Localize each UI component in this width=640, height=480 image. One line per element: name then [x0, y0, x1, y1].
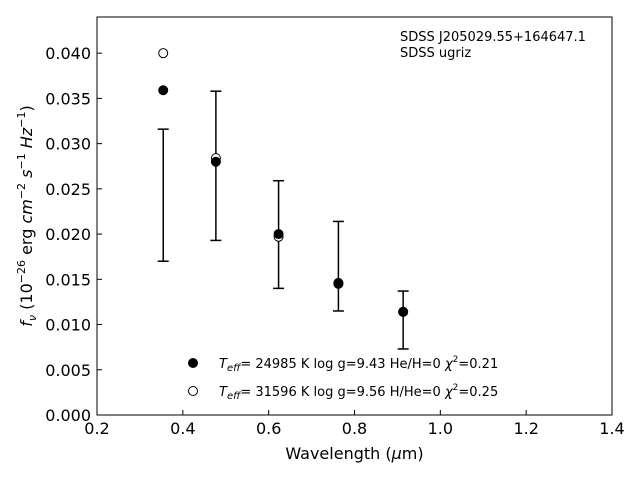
legend-marker-filled — [188, 358, 198, 368]
y-tick-label: 0.015 — [45, 270, 91, 289]
x-axis-label: Wavelength (μm) — [285, 444, 423, 463]
legend-1-logg: log g=9.43 — [314, 357, 386, 372]
legend-1-comp: He/H=0 — [390, 357, 441, 372]
y-tick-label: 0.040 — [45, 44, 91, 63]
x-tick-label: 0.4 — [170, 419, 195, 438]
data-point-filled — [398, 306, 409, 317]
legend-1-chi2: =0.21 — [458, 357, 498, 372]
legend-2-logg: log g=9.56 — [314, 385, 386, 400]
x-tick-label: 1.2 — [513, 419, 538, 438]
y-axis-label: fν (10−26 erg cm−2 s−1 Hz−1) — [15, 105, 39, 326]
x-tick-label: 1.4 — [599, 419, 624, 438]
y-tick-label: 0.025 — [45, 180, 91, 199]
legend-2-teff: 31596 K — [255, 385, 309, 400]
annotation-line-1: SDSS J205029.55+164647.1 — [400, 30, 586, 45]
legend-label-2: Teff= 31596 K log g=9.56 H/He=0 χ2=0.25 — [219, 383, 498, 402]
y-tick-label: 0.000 — [45, 406, 91, 425]
legend: Teff= 24985 K log g=9.43 He/H=0 χ2=0.21 … — [188, 355, 498, 402]
data-point-filled — [158, 85, 169, 96]
legend-1-teff: 24985 K — [255, 357, 309, 372]
y-tick-label: 0.030 — [45, 135, 91, 154]
data-point-open — [158, 48, 169, 59]
x-tick-label: 0.2 — [84, 419, 109, 438]
legend-2-comp: H/He=0 — [390, 385, 441, 400]
plot-area — [96, 16, 613, 416]
legend-marker-open — [188, 386, 198, 396]
y-tick-label: 0.020 — [45, 225, 91, 244]
y-tick-label: 0.035 — [45, 89, 91, 108]
data-point-filled — [273, 229, 284, 240]
y-tick-label: 0.010 — [45, 316, 91, 335]
annotation-line-2: SDSS ugriz — [400, 46, 471, 61]
y-tick-label: 0.005 — [45, 361, 91, 380]
data-point-filled — [210, 156, 221, 167]
x-tick-label: 1.0 — [428, 419, 453, 438]
legend-label-1: Teff= 24985 K log g=9.43 He/H=0 χ2=0.21 — [219, 355, 498, 374]
axis-ticks: 0.2 0.4 0.6 0.8 1.0 1.2 1.4 0.000 0.005 0.010 0.01… — [45, 44, 625, 438]
data-point-filled — [333, 278, 344, 289]
data-points — [158, 48, 409, 317]
x-tick-label: 0.6 — [256, 419, 281, 438]
x-tick-label: 0.8 — [342, 419, 367, 438]
legend-2-chi2: =0.25 — [458, 385, 498, 400]
